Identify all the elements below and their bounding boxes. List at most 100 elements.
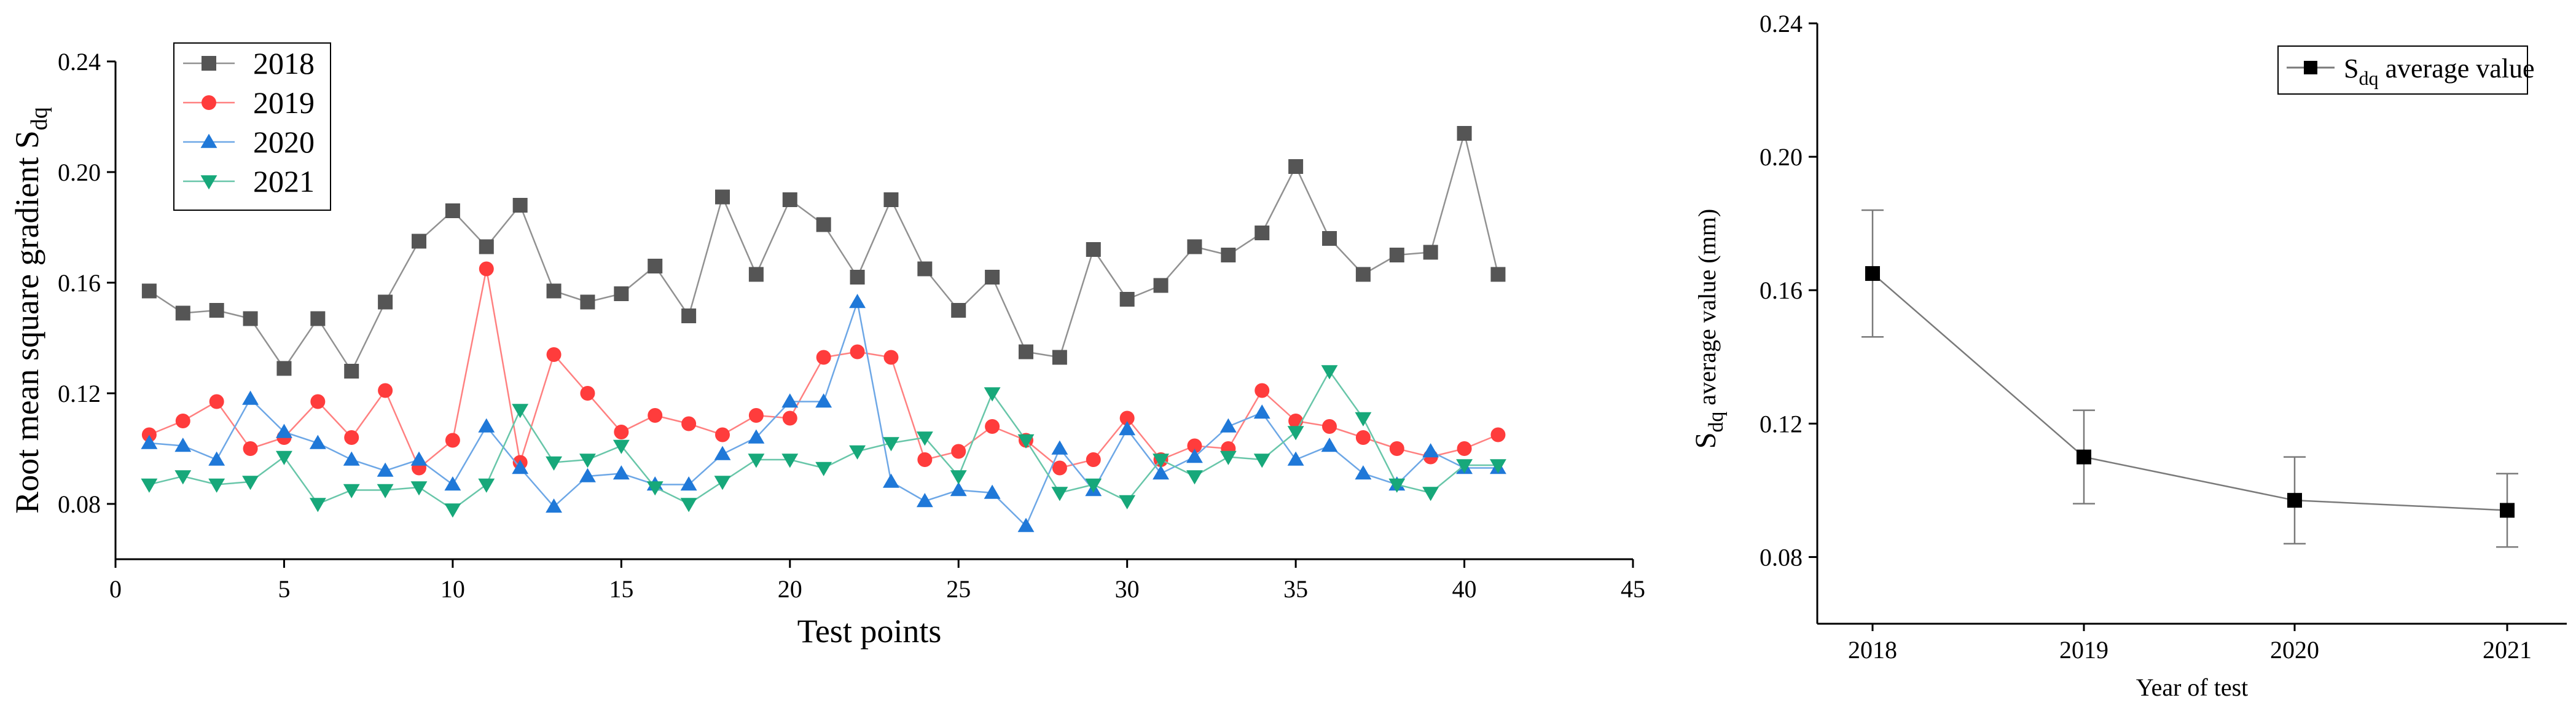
point-2021 — [276, 450, 292, 465]
point-2021 — [478, 478, 495, 493]
point-2019 — [1086, 452, 1101, 467]
point-2019 — [1119, 410, 1135, 426]
x-tick-label: 0 — [109, 575, 122, 603]
y-tick-label: 0.16 — [1760, 277, 1803, 304]
point-2018 — [1423, 245, 1438, 260]
point-2019 — [1389, 441, 1404, 456]
point-2018 — [883, 192, 899, 207]
point-2021 — [916, 431, 933, 446]
point-2020 — [174, 438, 192, 452]
point-2021 — [141, 478, 158, 493]
point-2018 — [1119, 292, 1135, 307]
point-2018 — [614, 286, 629, 301]
point-2019 — [580, 386, 595, 401]
point-2020 — [208, 451, 225, 466]
x-tick-label: 40 — [1452, 575, 1477, 603]
left-legend-box — [173, 42, 331, 211]
point-2019 — [1052, 460, 1067, 476]
point-2020 — [276, 423, 292, 438]
right-y-axis-title-rest: average value (mm) — [1693, 209, 1721, 406]
point-2018 — [782, 192, 797, 207]
point-2018 — [1490, 267, 1506, 282]
point-2018 — [175, 305, 190, 321]
point-2019 — [816, 350, 831, 365]
point-2020 — [1017, 517, 1035, 532]
x-tick-label: 10 — [440, 575, 465, 603]
point-2019 — [344, 430, 359, 445]
point-2019 — [378, 383, 393, 398]
point-2020 — [714, 446, 731, 460]
point-2019 — [1457, 441, 1472, 456]
point-2021 — [1355, 412, 1372, 426]
left-chart: 0 5 10 15 20 25 30 35 40 45 0.080.120.160.200.24 … — [9, 42, 1645, 650]
point-2018 — [1052, 350, 1067, 365]
point-2019 — [951, 444, 966, 459]
point-2021 — [444, 503, 461, 518]
point-2021 — [1085, 478, 1102, 493]
point-2020 — [781, 393, 799, 408]
x-tick-label: 30 — [1115, 575, 1140, 603]
point-2021 — [1119, 495, 1136, 509]
series-line-average — [1872, 273, 2508, 511]
point-average — [2077, 449, 2091, 465]
point-2019 — [546, 347, 562, 362]
point-2018 — [648, 259, 663, 273]
legend-label-2021: 2021 — [253, 164, 315, 198]
point-2021 — [579, 454, 596, 468]
point-2021 — [613, 439, 630, 454]
point-2019 — [883, 350, 899, 365]
point-2020 — [1355, 465, 1372, 480]
x-tick-label: 2019 — [2059, 636, 2108, 664]
point-2018 — [512, 198, 528, 213]
point-2021 — [680, 498, 697, 513]
point-2019 — [445, 433, 460, 448]
x-tick-label: 25 — [946, 575, 971, 603]
point-2020 — [141, 434, 158, 449]
point-2020 — [546, 498, 562, 513]
y-tick-label: 0.12 — [1760, 410, 1803, 438]
right-legend-label-sub: dq — [2359, 67, 2378, 89]
point-2021 — [1051, 487, 1068, 501]
point-2018 — [1153, 278, 1169, 293]
point-2020 — [1186, 449, 1203, 463]
point-2021 — [1017, 434, 1035, 449]
point-2021 — [1287, 426, 1304, 441]
point-2018 — [344, 364, 359, 379]
point-2021 — [781, 454, 799, 468]
point-2020 — [343, 451, 360, 466]
point-2018 — [1389, 248, 1404, 262]
legend-label-2019: 2019 — [253, 85, 315, 120]
right-legend-label: Sdq average value — [2344, 53, 2535, 89]
point-2018 — [445, 203, 460, 218]
right-legend-label-rest: average value — [2378, 53, 2534, 84]
point-2021 — [1219, 450, 1237, 465]
legend-marker-2019 — [202, 95, 216, 110]
point-2020 — [984, 484, 1001, 499]
series-average — [1862, 209, 2518, 548]
point-2019 — [1255, 383, 1270, 398]
point-2021 — [815, 462, 832, 476]
point-2019 — [141, 427, 157, 442]
right-x-ticks: 2018 2019 2020 2021 — [1848, 624, 2532, 664]
point-2018 — [141, 283, 157, 299]
point-2020 — [1321, 438, 1338, 452]
point-2021 — [1388, 478, 1406, 493]
y-tick-label: 0.24 — [1760, 10, 1803, 37]
x-tick-label: 2020 — [2270, 636, 2319, 664]
point-2021 — [309, 498, 326, 513]
point-2020 — [849, 294, 866, 308]
series-2018 — [141, 126, 1506, 379]
point-2020 — [916, 493, 933, 508]
point-2021 — [883, 437, 899, 452]
point-average — [2287, 493, 2302, 508]
point-2018 — [209, 303, 224, 318]
point-2021 — [1253, 454, 1270, 468]
point-2021 — [1456, 459, 1473, 474]
point-2019 — [1490, 427, 1506, 442]
point-2021 — [984, 387, 1001, 402]
point-2021 — [377, 484, 394, 498]
point-2018 — [1288, 159, 1304, 174]
point-2018 — [1019, 344, 1033, 359]
point-2019 — [614, 425, 629, 439]
point-2019 — [985, 419, 1000, 434]
